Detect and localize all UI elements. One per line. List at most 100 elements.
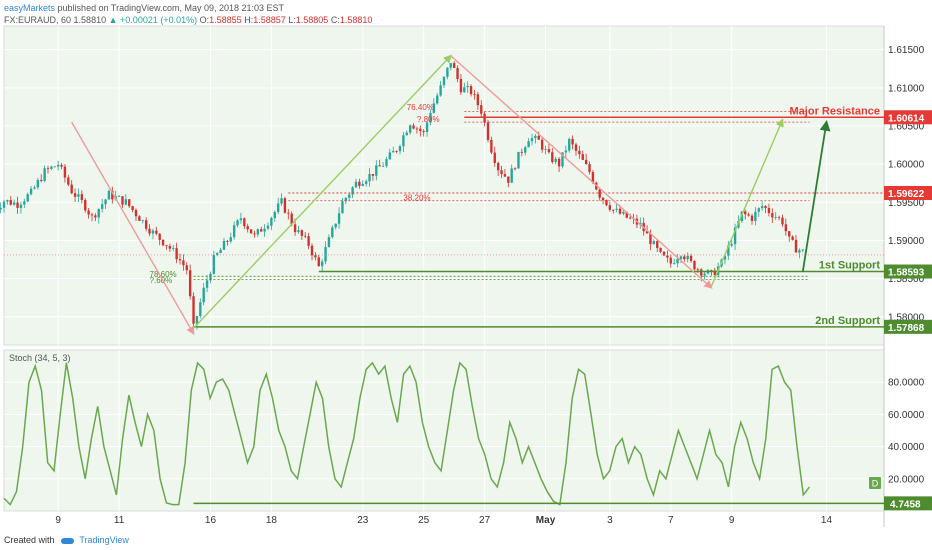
- candle-body: [459, 78, 463, 93]
- candle-body: [520, 151, 524, 153]
- candle-body: [148, 228, 151, 234]
- candle-body: [188, 270, 192, 297]
- candle-body: [408, 125, 412, 133]
- candle-body: [155, 230, 158, 234]
- candle-body: [40, 179, 43, 181]
- price-badge-value: 1.59622: [888, 189, 925, 200]
- candle-body: [151, 230, 155, 234]
- trend-arrow: [450, 55, 713, 289]
- candle-body: [517, 151, 520, 169]
- candle-body: [209, 273, 212, 281]
- candle-body: [730, 244, 733, 246]
- x-tick-label: May: [536, 515, 556, 526]
- stoch-y-tick-label: 60.0000: [888, 410, 925, 421]
- candle-body: [371, 174, 375, 176]
- candle-body: [104, 199, 107, 205]
- candle-body: [405, 132, 408, 136]
- candle-body: [263, 228, 266, 232]
- candle-body: [551, 152, 554, 163]
- candle-body: [273, 211, 276, 219]
- candle-body: [608, 205, 612, 210]
- x-tick-label: 18: [266, 515, 278, 526]
- candle-body: [16, 202, 19, 208]
- level-label: Major Resistance: [790, 105, 880, 117]
- candle-body: [226, 241, 229, 242]
- x-tick-label: 16: [205, 515, 217, 526]
- published-text: published on TradingView.com, May 09, 20…: [57, 3, 285, 13]
- candle-body: [402, 135, 405, 147]
- candle-body: [554, 158, 557, 163]
- price-badge: [884, 110, 932, 125]
- candle-body: [615, 208, 618, 210]
- price-badge: [884, 319, 932, 334]
- candle-body: [158, 233, 161, 240]
- stoch-line: [3, 361, 811, 506]
- candle-body: [243, 218, 246, 227]
- candle-body: [297, 230, 300, 233]
- candle-body: [496, 162, 500, 171]
- candle-body: [747, 214, 750, 216]
- y-tick-label: 1.60000: [888, 160, 925, 171]
- candle-body: [26, 194, 29, 202]
- candle-body: [581, 154, 584, 160]
- candle-body: [564, 150, 568, 153]
- candle-body: [63, 166, 67, 178]
- candle-body: [375, 165, 378, 176]
- candle-body: [364, 181, 368, 184]
- candle-body: [412, 125, 415, 129]
- candle-body: [544, 149, 547, 150]
- fib-level-label: 78.60%: [150, 270, 177, 279]
- candle-body: [473, 94, 476, 95]
- trend-arrow: [71, 121, 195, 336]
- candle-body: [300, 230, 304, 236]
- candle-body: [368, 174, 371, 182]
- candle-body: [398, 146, 402, 152]
- candle-body: [178, 259, 182, 261]
- candle-body: [598, 189, 601, 198]
- candle-body: [537, 135, 540, 140]
- candle-body: [256, 229, 260, 235]
- open-label: O:: [199, 15, 210, 25]
- candle-body: [676, 259, 679, 264]
- candle-body: [415, 128, 419, 130]
- candle-body: [2, 201, 6, 208]
- candle-body: [165, 245, 168, 247]
- candle-body: [141, 220, 144, 222]
- candle-body: [192, 296, 195, 324]
- candle-body: [436, 95, 439, 104]
- candle-body: [290, 213, 293, 225]
- candle-body: [469, 86, 473, 95]
- candle-body: [483, 113, 486, 123]
- d-badge[interactable]: [869, 477, 881, 489]
- candle-body: [432, 103, 436, 113]
- low-label: L:: [288, 15, 296, 25]
- candle-body: [700, 269, 703, 276]
- candle-body: [618, 208, 622, 214]
- y-tick-label: 1.60500: [888, 121, 925, 132]
- candle-body: [293, 224, 297, 233]
- candle-body: [276, 203, 280, 212]
- level-label: 1st Support: [819, 260, 880, 272]
- trend-arrow: [710, 118, 784, 287]
- candle-body: [232, 225, 236, 238]
- candle-body: [283, 198, 287, 213]
- candle-body: [131, 206, 134, 211]
- candle-body: [9, 200, 12, 205]
- candle-body: [689, 255, 693, 261]
- candle-body: [439, 85, 442, 96]
- candle-body: [354, 181, 358, 188]
- candle-body: [794, 239, 798, 253]
- candle-body: [29, 188, 33, 195]
- candle-body: [266, 225, 270, 229]
- candle-body: [23, 201, 26, 205]
- candle-body: [161, 239, 165, 246]
- change-arrow-icon: ▲: [108, 15, 118, 25]
- tradingview-brand[interactable]: TradingView: [79, 535, 129, 545]
- x-tick-label: 7: [668, 515, 674, 526]
- candle-body: [337, 213, 341, 224]
- stoch-pane-background: [3, 349, 885, 512]
- candle-body: [280, 198, 283, 204]
- publisher-name[interactable]: easyMarkets: [4, 3, 56, 13]
- candle-body: [182, 260, 185, 266]
